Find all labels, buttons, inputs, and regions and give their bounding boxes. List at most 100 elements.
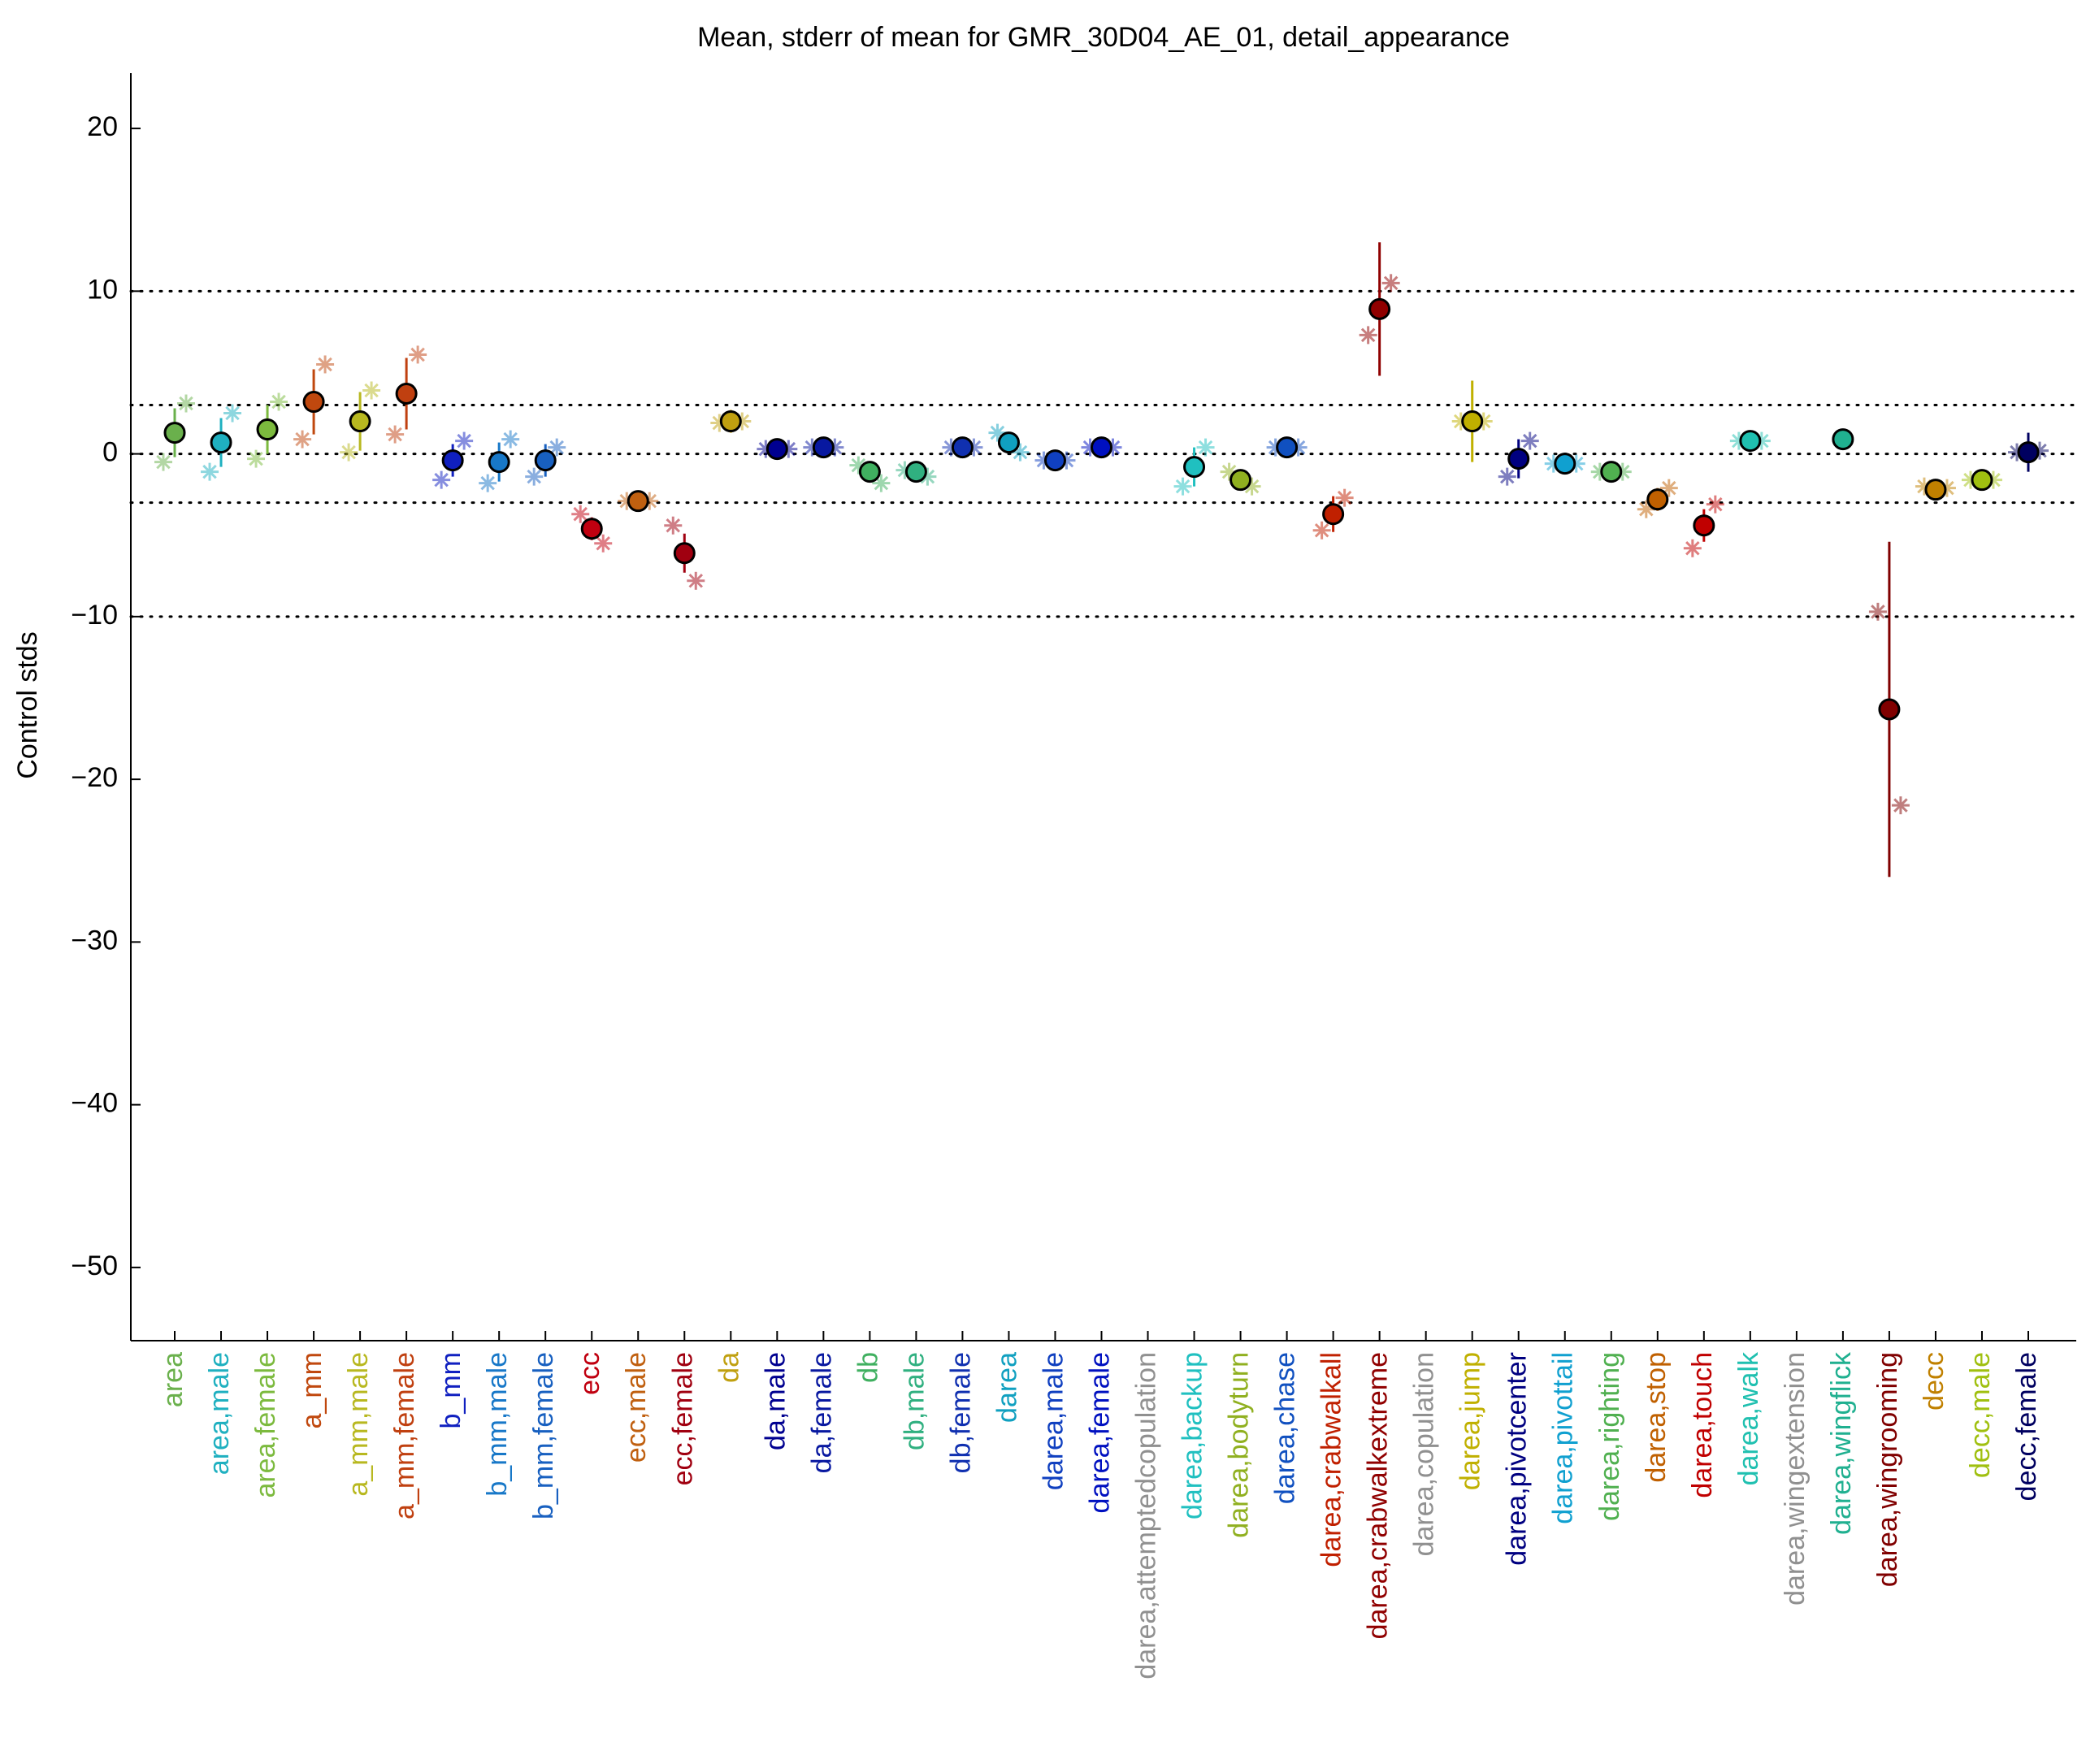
sub-marker xyxy=(1520,431,1539,450)
sub-marker-stroke xyxy=(364,383,379,398)
x-tick-label: ecc xyxy=(575,1352,605,1395)
x-tick-label: area,male xyxy=(204,1352,235,1475)
sub-marker xyxy=(525,467,544,486)
sub-marker xyxy=(316,355,335,374)
mean-marker xyxy=(441,449,464,472)
x-tick-label: decc,male xyxy=(1965,1352,1996,1478)
sub-marker xyxy=(664,516,683,535)
sub-marker-stroke xyxy=(920,469,935,484)
mean-marker xyxy=(1322,503,1345,526)
sub-marker xyxy=(1891,796,1910,815)
mean-marker xyxy=(1878,698,1901,721)
mean-marker xyxy=(1229,469,1252,492)
sub-marker xyxy=(247,449,266,468)
mean-marker xyxy=(1183,456,1206,479)
sub-marker-stroke xyxy=(1360,327,1376,343)
sub-marker-stroke xyxy=(1244,479,1260,494)
x-tick-label: darea,bodyturn xyxy=(1224,1352,1255,1538)
mean-marker xyxy=(1276,436,1299,459)
x-tick-label: darea,male xyxy=(1038,1352,1069,1490)
mean-marker xyxy=(1971,469,1993,492)
mean-marker xyxy=(1368,297,1391,320)
sub-marker xyxy=(1335,488,1354,507)
x-tick-label: darea,crabwalkextreme xyxy=(1363,1352,1394,1639)
x-tick-label: darea,touch xyxy=(1687,1352,1718,1498)
sub-marker-stroke xyxy=(202,464,217,479)
y-tick-label: 0 xyxy=(102,437,118,468)
x-tick-label: darea,crabwalkall xyxy=(1316,1352,1347,1567)
mean-marker xyxy=(349,410,371,433)
sub-marker-stroke xyxy=(1522,433,1537,449)
sub-marker xyxy=(154,453,172,471)
sub-marker-stroke xyxy=(1314,522,1329,538)
x-tick-label: a_mm,female xyxy=(389,1352,420,1519)
sub-marker-stroke xyxy=(1221,464,1237,479)
sub-marker xyxy=(594,534,613,553)
x-tick-label: darea,pivottail xyxy=(1548,1352,1579,1524)
sub-marker xyxy=(1173,477,1192,496)
x-tick-label: ecc,male xyxy=(621,1352,652,1463)
x-tick-label: b_mm,male xyxy=(482,1352,513,1497)
sub-marker-stroke xyxy=(1175,479,1190,494)
sub-marker xyxy=(177,394,195,413)
y-tick-label: −50 xyxy=(71,1250,118,1281)
x-tick-label: darea,pivotcenter xyxy=(1502,1352,1533,1566)
x-tick-label: b_mm,female xyxy=(528,1352,559,1519)
mean-marker xyxy=(997,431,1020,454)
mean-marker xyxy=(1554,453,1576,475)
mean-marker xyxy=(1693,514,1715,537)
x-tick-label: darea,attemptedcopulation xyxy=(1131,1352,1162,1679)
x-tick-label: darea,jump xyxy=(1455,1352,1486,1490)
sub-marker-stroke xyxy=(179,396,193,411)
x-tick-label: a_mm xyxy=(297,1352,327,1428)
sub-marker xyxy=(386,425,405,444)
x-tick-label: darea,walk xyxy=(1733,1351,1764,1485)
sub-marker xyxy=(1498,467,1516,486)
sub-marker xyxy=(409,345,427,364)
sub-marker-stroke xyxy=(388,427,402,442)
sub-marker-stroke xyxy=(573,506,588,522)
mean-marker xyxy=(812,436,835,459)
x-tick-label: darea,stop xyxy=(1641,1352,1672,1483)
sub-marker-stroke xyxy=(410,347,425,362)
sub-marker xyxy=(1312,521,1331,540)
mean-marker xyxy=(765,438,788,461)
sub-marker xyxy=(293,430,312,449)
mean-marker xyxy=(951,436,974,459)
sub-marker-stroke xyxy=(249,451,263,466)
sub-marker-stroke xyxy=(666,518,681,533)
sub-marker-stroke xyxy=(156,454,171,470)
x-tick-label: darea xyxy=(991,1352,1022,1423)
y-tick-label: −20 xyxy=(71,762,118,793)
sub-marker xyxy=(201,462,219,481)
x-tick-label: decc,female xyxy=(2011,1352,2042,1501)
sub-marker-stroke xyxy=(549,440,564,455)
sub-marker-stroke xyxy=(1198,440,1213,455)
sub-marker-stroke xyxy=(1383,275,1399,291)
x-tick-label: darea,backup xyxy=(1177,1352,1208,1519)
sub-marker-stroke xyxy=(1893,798,1908,813)
mean-marker xyxy=(1832,428,1854,451)
sub-marker-stroke xyxy=(1337,490,1352,505)
mean-marker xyxy=(2017,441,2040,464)
mean-marker xyxy=(1739,430,1762,453)
sub-marker xyxy=(1683,539,1702,557)
x-tick-label: darea,wingrooming xyxy=(1872,1352,1903,1587)
sub-marker-stroke xyxy=(527,469,541,484)
mean-marker xyxy=(256,418,279,441)
y-axis-label: Control stds xyxy=(12,631,43,778)
mean-marker xyxy=(627,490,649,513)
sub-marker-stroke xyxy=(480,475,495,491)
sub-marker xyxy=(571,505,590,523)
x-tick-label: da xyxy=(713,1352,744,1383)
sub-marker xyxy=(1868,602,1887,621)
mean-marker xyxy=(1091,436,1112,459)
x-tick-label: darea,chase xyxy=(1270,1352,1301,1504)
sub-marker-stroke xyxy=(1871,605,1885,619)
mean-marker xyxy=(210,431,232,454)
mean-marker xyxy=(673,542,696,565)
sub-marker-stroke xyxy=(1499,469,1515,484)
sub-marker-stroke xyxy=(271,394,286,410)
sub-marker-stroke xyxy=(457,433,471,449)
